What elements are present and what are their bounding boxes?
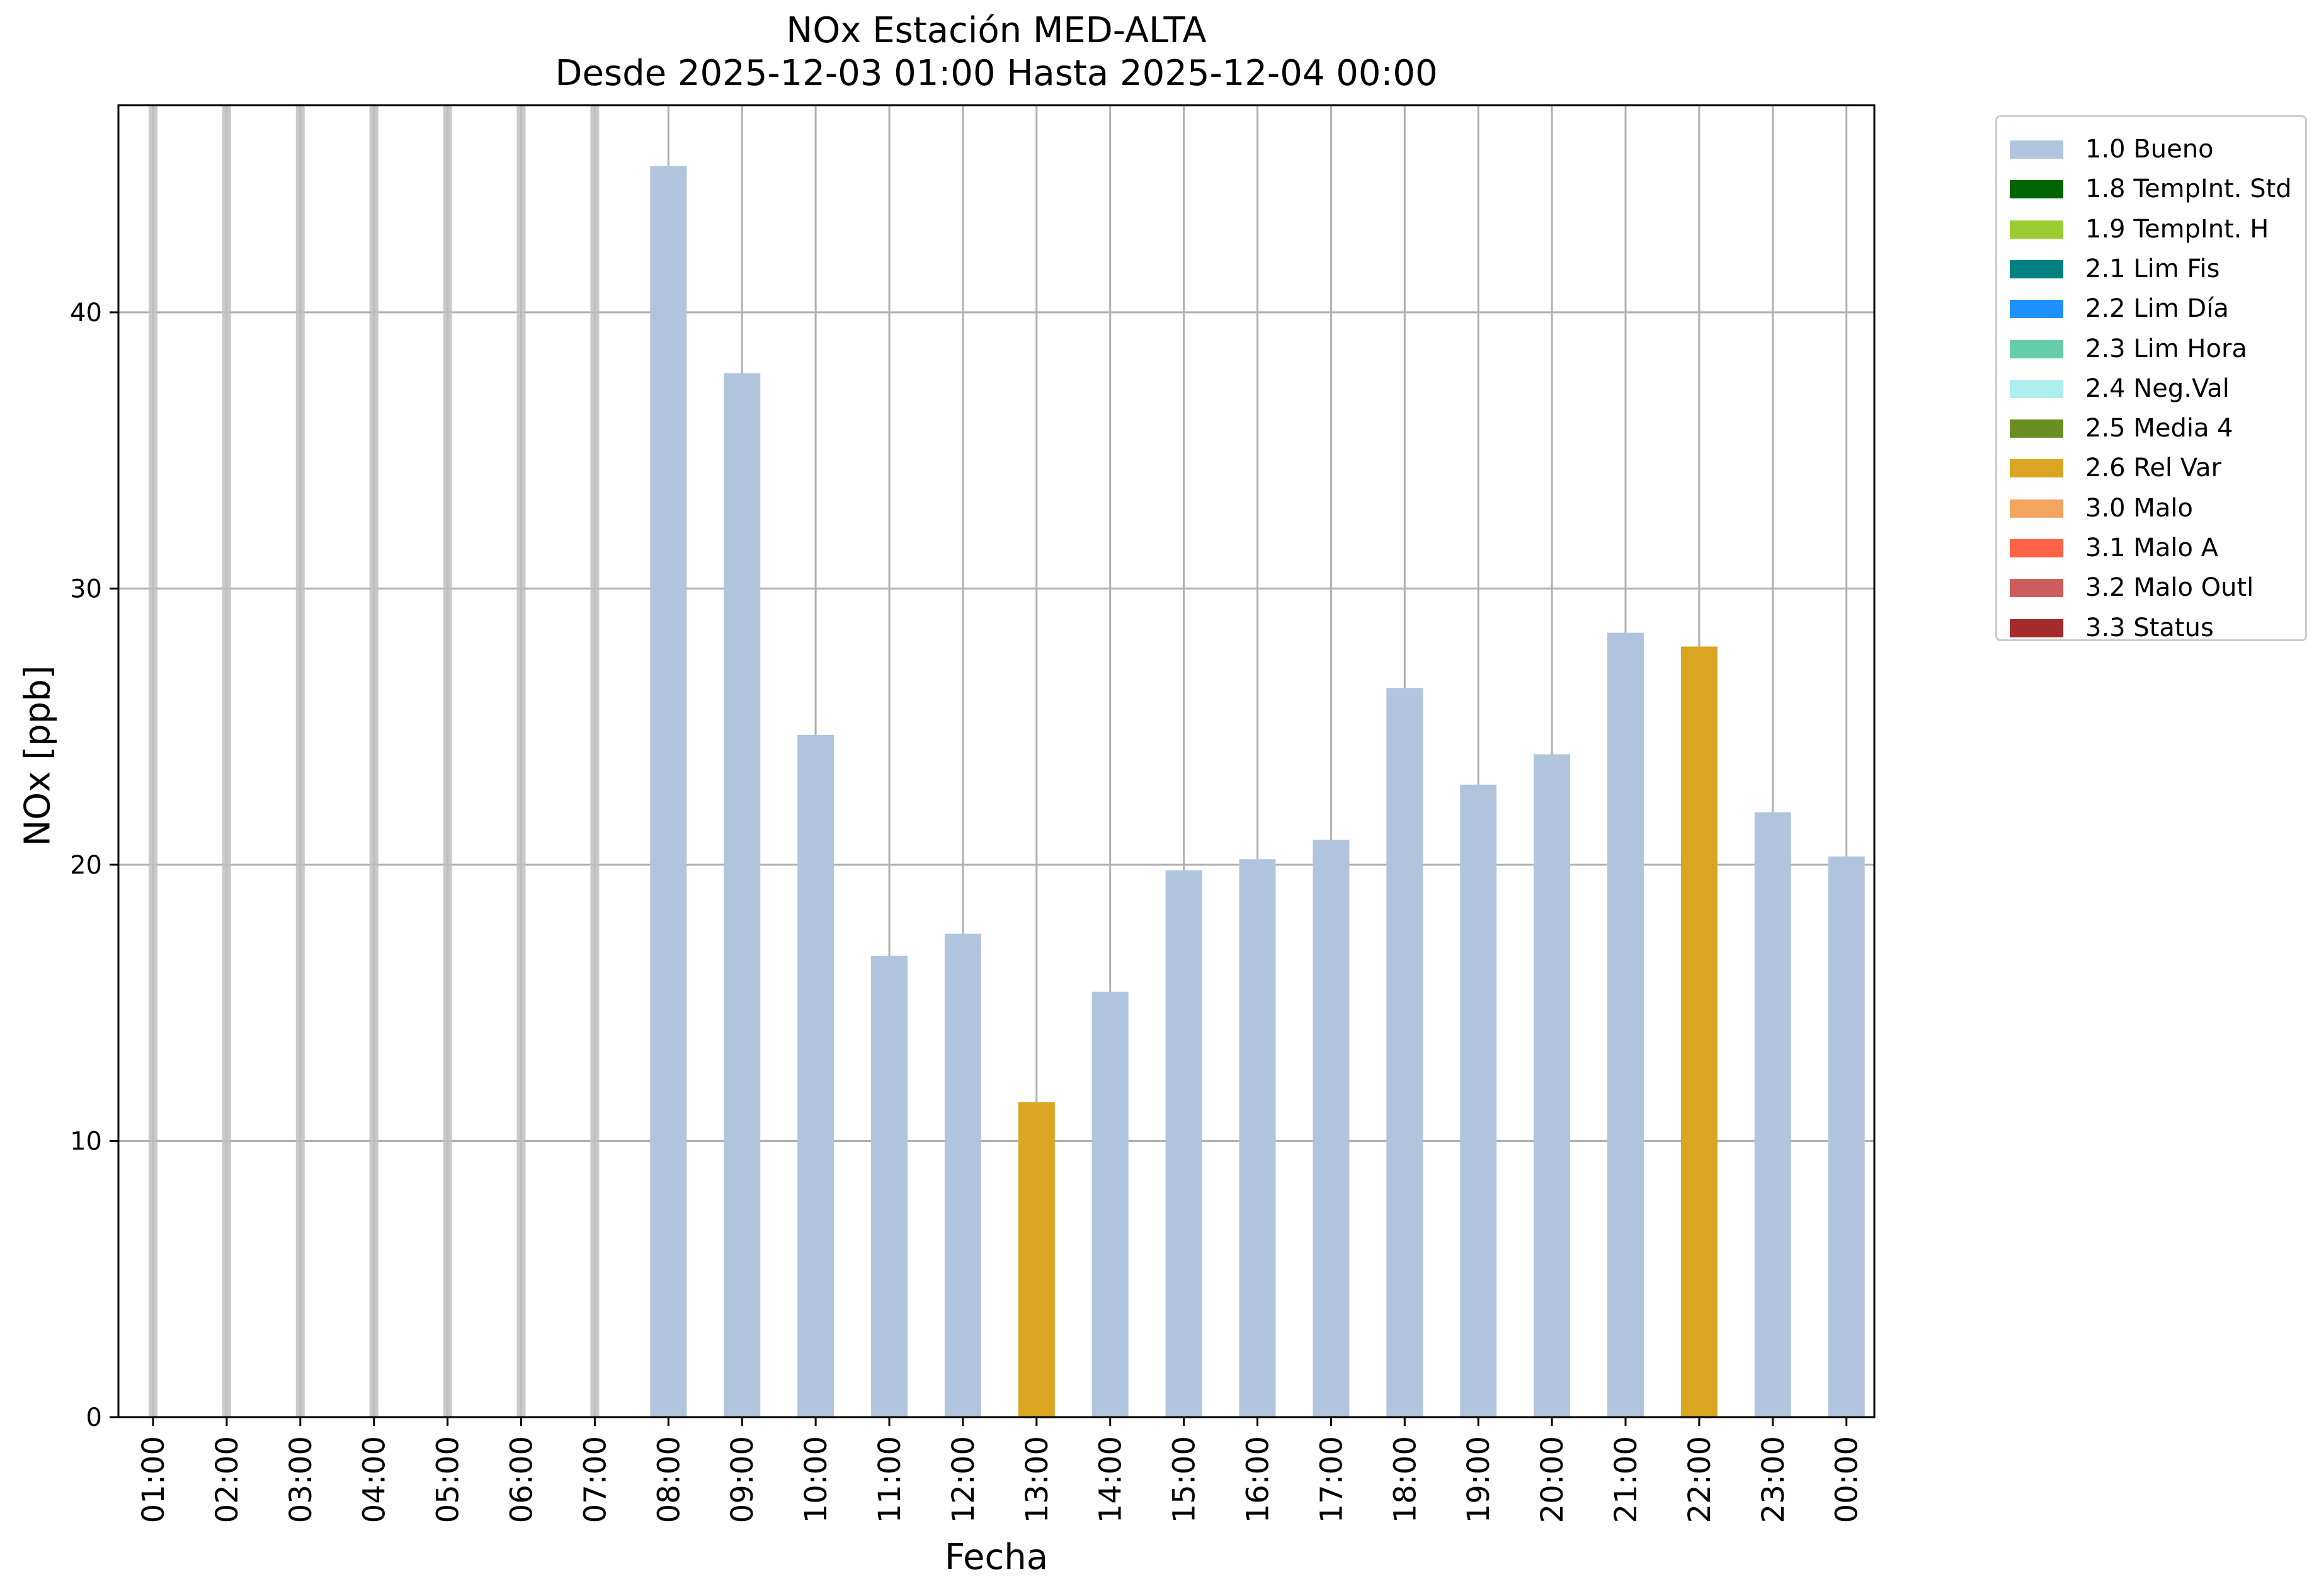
legend-swatch bbox=[2010, 220, 2063, 239]
legend-swatch bbox=[2010, 380, 2063, 398]
bar bbox=[871, 956, 908, 1417]
legend-label: 2.6 Rel Var bbox=[2085, 450, 2221, 486]
legend-item: 2.2 Lim Día bbox=[1997, 288, 2305, 326]
missing-data-marker bbox=[149, 105, 157, 1417]
legend-item: 1.9 TempInt. H bbox=[1997, 209, 2305, 247]
bar bbox=[1828, 857, 1865, 1417]
legend-label: 2.3 Lim Hora bbox=[2085, 331, 2247, 367]
bar bbox=[797, 735, 834, 1417]
x-axis-label: Fecha bbox=[118, 1537, 1874, 1578]
legend-item: 2.6 Rel Var bbox=[1997, 448, 2305, 486]
missing-data-marker bbox=[222, 105, 231, 1417]
x-tick-label: 12:00 bbox=[946, 1436, 981, 1523]
bar bbox=[1239, 859, 1276, 1417]
x-tick-label: 23:00 bbox=[1756, 1436, 1791, 1523]
y-tick-label: 20 bbox=[70, 851, 102, 880]
x-tick-label: 16:00 bbox=[1241, 1436, 1276, 1523]
x-tick-label: 10:00 bbox=[799, 1436, 834, 1523]
bar bbox=[1166, 870, 1202, 1417]
legend-swatch bbox=[2010, 340, 2063, 358]
legend-item: 1.0 Bueno bbox=[1997, 129, 2305, 167]
x-tick-label: 08:00 bbox=[651, 1436, 687, 1523]
y-axis-label-wrap: NOx [ppb] bbox=[13, 661, 63, 850]
legend-item: 2.5 Media 4 bbox=[1997, 408, 2305, 446]
x-tick-label: 13:00 bbox=[1020, 1436, 1055, 1523]
x-tick-label: 21:00 bbox=[1609, 1436, 1644, 1523]
legend-label: 3.1 Malo A bbox=[2085, 530, 2218, 566]
x-tick-label: 00:00 bbox=[1830, 1436, 1865, 1523]
legend-item: 3.0 Malo bbox=[1997, 488, 2305, 526]
legend-swatch bbox=[2010, 180, 2063, 198]
legend-swatch bbox=[2010, 579, 2063, 597]
x-tick-label: 11:00 bbox=[872, 1436, 908, 1523]
x-tick-label: 03:00 bbox=[283, 1436, 319, 1523]
x-tick-label: 09:00 bbox=[725, 1436, 760, 1523]
x-tick-label: 04:00 bbox=[357, 1436, 392, 1523]
x-tick-label: 22:00 bbox=[1682, 1436, 1718, 1523]
legend-swatch bbox=[2010, 459, 2063, 477]
chart-legend: 1.0 Bueno 1.8 TempInt. Std 1.9 TempInt. H 2… bbox=[1995, 115, 2307, 641]
y-tick-label: 10 bbox=[70, 1127, 102, 1156]
legend-item: 2.3 Lim Hora bbox=[1997, 329, 2305, 367]
bar bbox=[1018, 1102, 1055, 1417]
legend-label: 2.2 Lim Día bbox=[2085, 291, 2229, 326]
legend-swatch bbox=[2010, 260, 2063, 278]
legend-swatch bbox=[2010, 300, 2063, 318]
missing-data-marker bbox=[517, 105, 526, 1417]
bar bbox=[1313, 840, 1349, 1417]
legend-item: 3.1 Malo A bbox=[1997, 528, 2305, 566]
bar bbox=[1092, 992, 1129, 1417]
x-tick-label: 15:00 bbox=[1167, 1436, 1202, 1523]
x-tick-label: 01:00 bbox=[136, 1436, 171, 1523]
bar bbox=[1534, 755, 1570, 1417]
bar bbox=[945, 934, 981, 1417]
legend-swatch bbox=[2010, 140, 2063, 159]
bar bbox=[724, 373, 760, 1417]
bar bbox=[1460, 785, 1496, 1417]
legend-label: 1.0 Bueno bbox=[2085, 132, 2214, 167]
bar bbox=[650, 166, 687, 1417]
x-tick-label: 20:00 bbox=[1535, 1436, 1570, 1523]
missing-data-marker bbox=[370, 105, 379, 1417]
legend-label: 2.5 Media 4 bbox=[2085, 411, 2233, 446]
x-tick-label: 06:00 bbox=[504, 1436, 540, 1523]
legend-label: 3.3 Status bbox=[2085, 610, 2214, 646]
bar bbox=[1755, 812, 1791, 1417]
missing-data-marker bbox=[296, 105, 305, 1417]
x-tick-label: 14:00 bbox=[1093, 1436, 1129, 1523]
legend-label: 3.0 Malo bbox=[2085, 491, 2193, 526]
y-axis-label: NOx [ppb] bbox=[18, 665, 59, 846]
legend-label: 2.1 Lim Fis bbox=[2085, 251, 2219, 287]
legend-item: 3.3 Status bbox=[1997, 608, 2305, 646]
y-tick-label: 0 bbox=[86, 1403, 102, 1432]
x-tick-label: 19:00 bbox=[1461, 1436, 1496, 1523]
legend-swatch bbox=[2010, 419, 2063, 438]
legend-label: 2.4 Neg.Val bbox=[2085, 371, 2230, 406]
x-tick-label: 18:00 bbox=[1387, 1436, 1423, 1523]
legend-item: 2.1 Lim Fis bbox=[1997, 249, 2305, 287]
x-tick-label: 05:00 bbox=[431, 1436, 466, 1523]
legend-swatch bbox=[2010, 499, 2063, 518]
legend-swatch bbox=[2010, 619, 2063, 637]
legend-label: 1.8 TempInt. Std bbox=[2085, 171, 2292, 207]
bar bbox=[1386, 688, 1423, 1417]
bar bbox=[1607, 633, 1644, 1417]
x-tick-label: 07:00 bbox=[578, 1436, 613, 1523]
x-tick-label: 02:00 bbox=[210, 1436, 245, 1523]
legend-item: 2.4 Neg.Val bbox=[1997, 368, 2305, 406]
x-tick-label: 17:00 bbox=[1314, 1436, 1349, 1523]
missing-data-marker bbox=[443, 105, 452, 1417]
legend-item: 3.2 Malo Outl bbox=[1997, 567, 2305, 605]
y-tick-label: 40 bbox=[70, 299, 102, 328]
legend-swatch bbox=[2010, 539, 2063, 557]
y-tick-label: 30 bbox=[70, 574, 102, 603]
legend-label: 3.2 Malo Outl bbox=[2085, 570, 2253, 605]
legend-label: 1.9 TempInt. H bbox=[2085, 212, 2269, 247]
bar bbox=[1681, 647, 1718, 1417]
legend-item: 1.8 TempInt. Std bbox=[1997, 169, 2305, 207]
missing-data-marker bbox=[590, 105, 599, 1417]
